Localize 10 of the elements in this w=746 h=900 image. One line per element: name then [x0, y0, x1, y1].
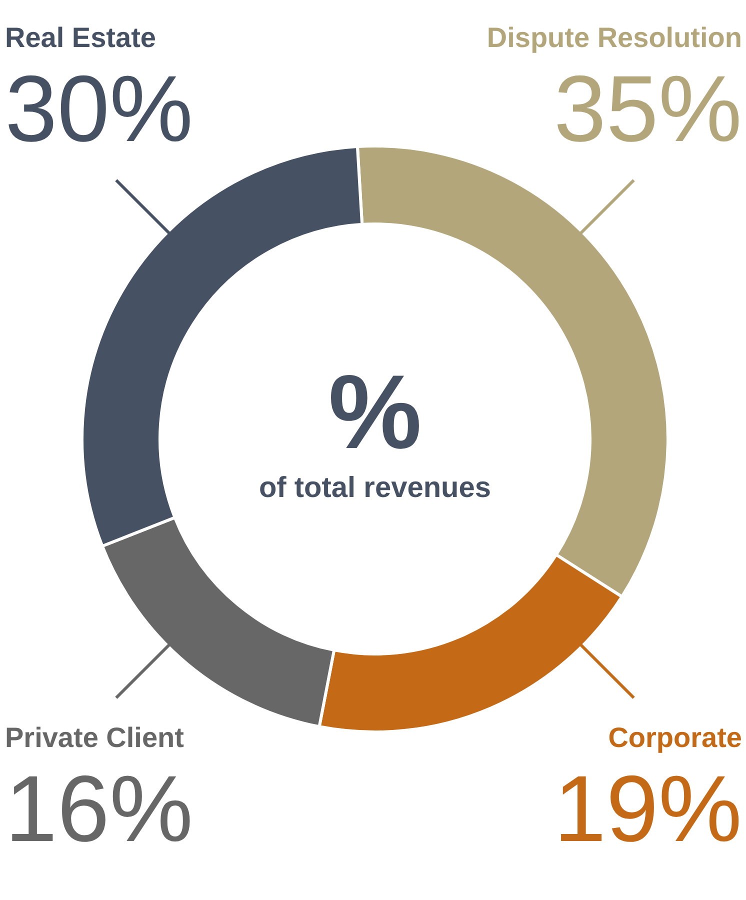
slice-label: Real Estate [5, 22, 156, 53]
slice-label: Private Client [5, 722, 184, 753]
text: of total revenues [258, 472, 492, 504]
data-label: 35% [554, 56, 742, 161]
slice-label: Corporate [608, 722, 742, 753]
data-label: 19% [554, 756, 742, 861]
data-label: 16% [5, 756, 194, 861]
text: % [328, 354, 422, 471]
data-label: 30% [5, 56, 194, 161]
slice-label: Dispute Resolution [486, 22, 742, 53]
